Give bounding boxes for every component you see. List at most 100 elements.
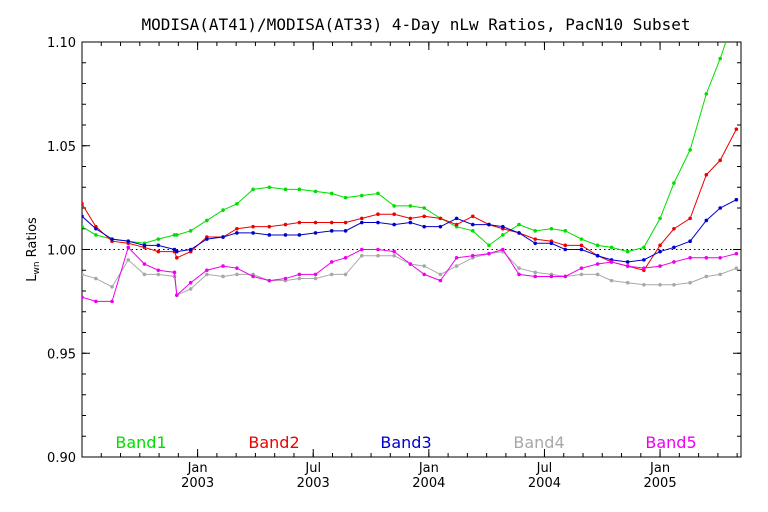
series-band5 bbox=[82, 245, 739, 304]
data-point bbox=[563, 243, 568, 248]
data-point bbox=[175, 255, 179, 260]
x-tick-label-month: Jan bbox=[418, 461, 439, 476]
data-point bbox=[579, 237, 584, 241]
data-point bbox=[175, 249, 179, 254]
data-point bbox=[579, 266, 584, 270]
data-point bbox=[642, 245, 646, 250]
data-point bbox=[408, 220, 413, 225]
data-point bbox=[283, 222, 288, 227]
data-point bbox=[392, 253, 396, 258]
legend-entry-band4: Band4 bbox=[513, 433, 564, 452]
data-point bbox=[704, 274, 709, 279]
data-point bbox=[609, 278, 614, 283]
data-point bbox=[609, 245, 614, 250]
data-point bbox=[205, 268, 209, 273]
data-point bbox=[517, 222, 521, 227]
data-point bbox=[718, 255, 722, 260]
data-point bbox=[625, 280, 630, 285]
legend-entry-band2: Band2 bbox=[248, 433, 299, 452]
data-point bbox=[313, 189, 318, 194]
data-point bbox=[94, 233, 98, 237]
data-point bbox=[251, 187, 255, 192]
data-point bbox=[658, 264, 662, 268]
data-point bbox=[156, 272, 161, 277]
data-point bbox=[267, 233, 272, 237]
data-point bbox=[343, 195, 348, 200]
series-layer bbox=[82, 42, 739, 304]
data-point bbox=[82, 202, 84, 206]
data-point bbox=[672, 260, 676, 264]
data-point bbox=[251, 224, 255, 229]
data-point bbox=[142, 243, 147, 248]
data-point bbox=[658, 243, 662, 248]
data-point bbox=[422, 264, 427, 268]
y-label-main: L bbox=[25, 274, 40, 282]
data-point bbox=[221, 264, 225, 268]
data-point bbox=[688, 216, 692, 221]
data-point bbox=[267, 185, 272, 190]
data-point bbox=[672, 245, 676, 250]
x-tick-label-month: Jan bbox=[187, 461, 208, 476]
plot-axes: 0.900.951.001.051.10Jan2003Jul2003Jan200… bbox=[47, 36, 742, 491]
data-point bbox=[734, 197, 739, 202]
data-point bbox=[470, 229, 475, 233]
data-point bbox=[392, 204, 396, 208]
data-point bbox=[188, 229, 193, 233]
data-point bbox=[82, 295, 84, 300]
data-point bbox=[501, 224, 505, 229]
data-point bbox=[408, 262, 413, 266]
data-point bbox=[658, 249, 662, 254]
data-point bbox=[422, 224, 427, 229]
data-point bbox=[343, 272, 348, 277]
data-point bbox=[205, 237, 209, 241]
data-point bbox=[283, 276, 288, 281]
series-band3 bbox=[82, 197, 739, 264]
data-point bbox=[642, 266, 646, 270]
data-point bbox=[359, 220, 364, 225]
data-point bbox=[188, 287, 193, 291]
data-point bbox=[376, 220, 380, 225]
data-point bbox=[422, 272, 427, 277]
data-point bbox=[126, 258, 131, 262]
data-point bbox=[625, 260, 630, 264]
data-point bbox=[533, 237, 538, 241]
data-point bbox=[688, 255, 692, 260]
data-point bbox=[734, 127, 739, 131]
data-point bbox=[533, 229, 538, 233]
data-point bbox=[454, 216, 459, 221]
x-tick-label-year: 2004 bbox=[528, 476, 561, 491]
data-point bbox=[126, 245, 131, 250]
data-point bbox=[517, 272, 521, 277]
data-point bbox=[376, 253, 380, 258]
data-point bbox=[110, 299, 114, 304]
data-point bbox=[718, 272, 722, 277]
data-point bbox=[688, 148, 692, 152]
data-point bbox=[642, 258, 646, 262]
series-band2 bbox=[82, 127, 739, 273]
data-point bbox=[188, 247, 193, 252]
data-point bbox=[94, 226, 98, 231]
data-point bbox=[438, 272, 443, 277]
data-point bbox=[221, 274, 225, 279]
data-point bbox=[313, 220, 318, 225]
data-point bbox=[313, 231, 318, 235]
series-line-band5 bbox=[82, 246, 737, 302]
data-point bbox=[533, 274, 538, 279]
data-point bbox=[175, 293, 179, 297]
data-point bbox=[454, 222, 459, 227]
data-point bbox=[454, 255, 459, 260]
data-point bbox=[297, 272, 302, 277]
data-point bbox=[734, 266, 739, 270]
series-line-band3 bbox=[82, 199, 737, 263]
data-point bbox=[595, 272, 600, 277]
data-point bbox=[533, 270, 538, 275]
data-point bbox=[704, 255, 709, 260]
data-point bbox=[438, 216, 443, 221]
data-point bbox=[470, 222, 475, 227]
data-point bbox=[156, 237, 161, 241]
data-point bbox=[343, 255, 348, 260]
x-tick-label-year: 2003 bbox=[297, 476, 330, 491]
data-point bbox=[408, 204, 413, 208]
data-point bbox=[235, 266, 239, 270]
